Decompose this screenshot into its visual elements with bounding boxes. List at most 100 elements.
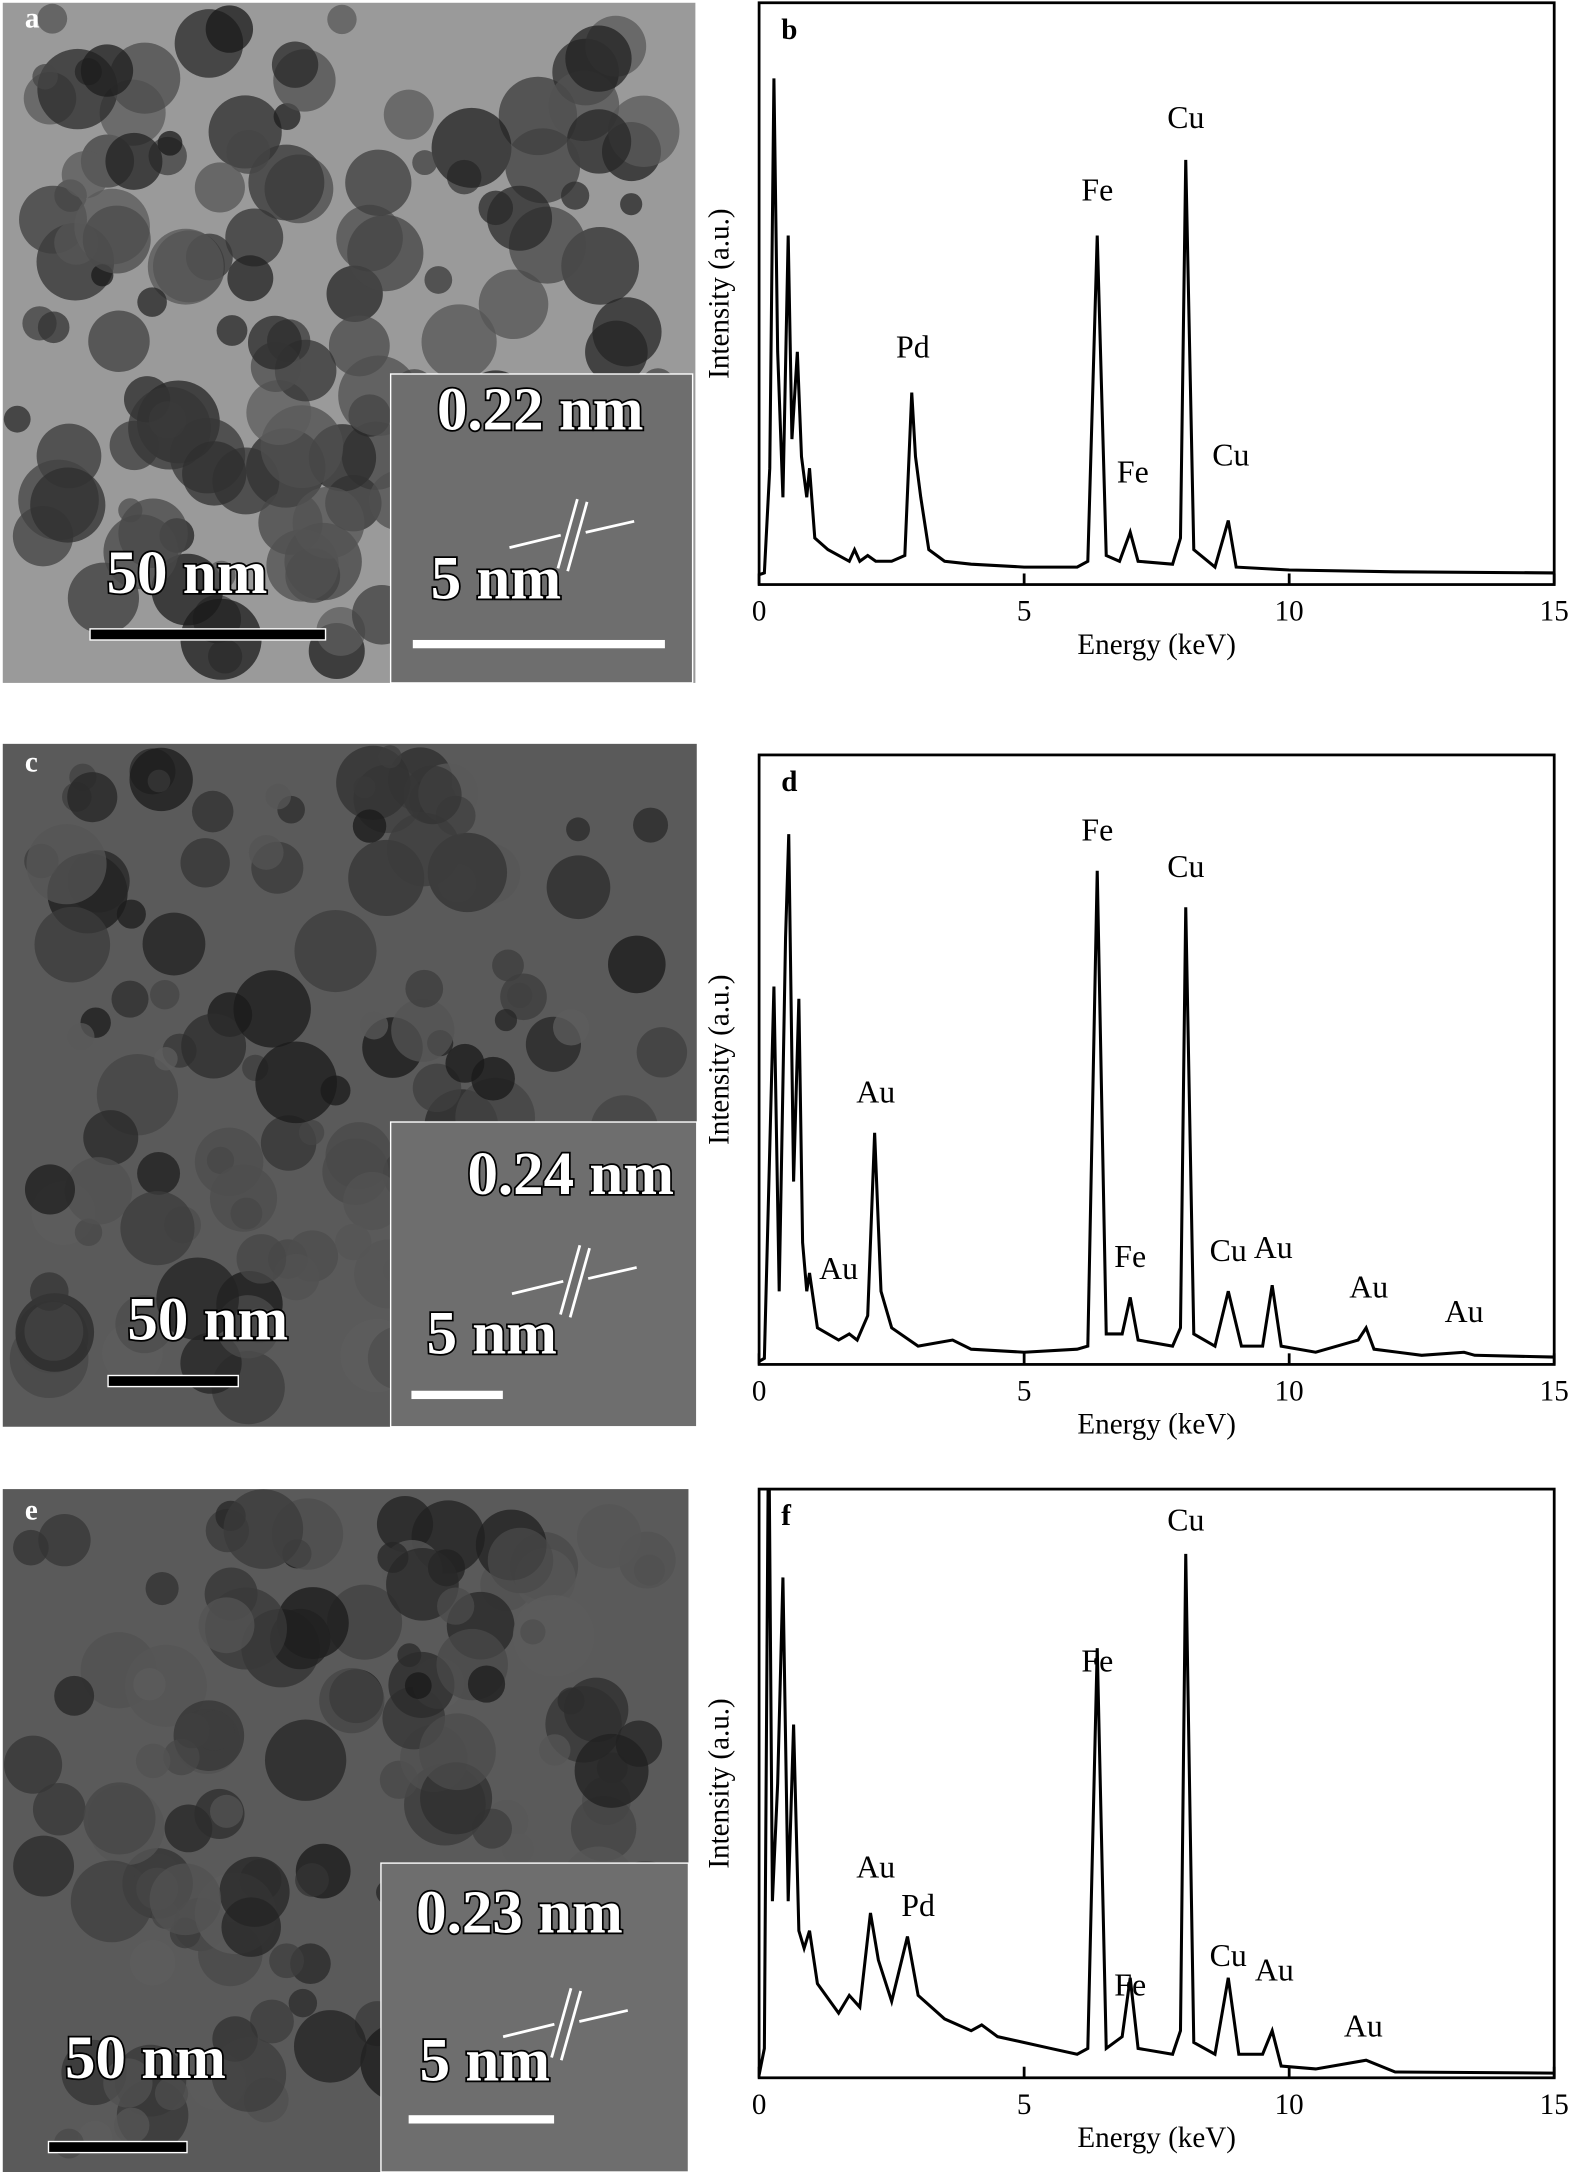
particle: [142, 912, 206, 976]
particle: [264, 1719, 347, 1801]
lattice-spacing: 0.22 nm: [437, 376, 644, 443]
particle: [226, 130, 271, 174]
x-tick-label: 0: [752, 1375, 767, 1407]
particle: [487, 185, 553, 251]
peak-label: Au: [1445, 1294, 1484, 1329]
particle: [552, 1009, 590, 1046]
particle: [82, 205, 151, 274]
inset-scale-bar: [411, 1390, 503, 1400]
particle: [198, 1597, 255, 1654]
particle: [421, 304, 497, 380]
particle: [412, 150, 438, 176]
peak-label: Cu: [1167, 100, 1204, 135]
particle: [147, 769, 171, 793]
particle: [563, 1677, 629, 1743]
plot-frame: [757, 1, 1556, 586]
particle: [156, 1257, 239, 1341]
particle: [383, 89, 434, 140]
particle: [565, 25, 632, 92]
x-tick-label: 15: [1540, 2089, 1569, 2121]
inset-scale-bar-label: 5 nm: [431, 545, 561, 612]
scale-bar: [89, 628, 327, 641]
particle: [377, 1541, 409, 1573]
particle: [30, 467, 106, 543]
particle: [327, 4, 357, 35]
particle: [209, 1794, 244, 1828]
particle: [298, 1119, 325, 1146]
particle: [137, 287, 167, 317]
particle: [539, 1734, 571, 1766]
particle: [566, 109, 632, 174]
peak-label: Fe: [1114, 1239, 1146, 1274]
particle: [26, 824, 107, 905]
particle: [32, 1782, 86, 1836]
x-tick-label: 15: [1540, 1375, 1569, 1407]
arrow: [509, 533, 562, 549]
x-axis-label: Energy (keV): [1077, 1409, 1236, 1441]
peak-label: Fe: [1081, 812, 1113, 847]
particle: [620, 193, 643, 216]
particle: [269, 1943, 305, 1979]
lattice-spacing: 0.24 nm: [467, 1141, 674, 1208]
particle: [608, 935, 666, 994]
particle: [376, 1495, 434, 1553]
scale-bar: [47, 2140, 188, 2154]
particle: [145, 1571, 179, 1606]
particle: [67, 1022, 95, 1051]
arrow: [502, 2022, 555, 2039]
particle: [207, 560, 236, 590]
inset-scale-bar-label: 5 nm: [420, 2028, 550, 2095]
particle: [294, 909, 377, 993]
particle: [265, 783, 291, 810]
peak-label: Cu: [1167, 1502, 1204, 1537]
particle: [216, 315, 248, 346]
panel-label: e: [25, 1495, 38, 1527]
peak-label: Au: [819, 1251, 858, 1286]
particle: [24, 1164, 76, 1215]
lattice-line: [568, 1247, 591, 1318]
particle: [205, 5, 254, 53]
spectrum-line: [759, 78, 1555, 577]
particle: [13, 1529, 49, 1566]
particle: [24, 1301, 84, 1361]
particle: [633, 1554, 665, 1586]
peak-label: Cu: [1210, 1938, 1247, 1973]
particle: [74, 1218, 103, 1246]
particle: [592, 297, 662, 367]
x-tick-label: 0: [752, 2089, 767, 2121]
y-axis-label: Intensity (a.u.): [704, 208, 736, 378]
particle: [129, 1939, 176, 1986]
particle: [111, 980, 149, 1018]
x-tick-label: 5: [1017, 596, 1032, 628]
particle: [561, 181, 590, 210]
particle: [38, 1513, 91, 1567]
particle: [467, 1665, 506, 1703]
peak-label: Fe: [1117, 455, 1149, 490]
particle: [292, 486, 365, 559]
particle: [378, 745, 402, 769]
x-tick-label: 5: [1017, 2089, 1032, 2121]
particle: [248, 144, 325, 221]
particle: [295, 1863, 329, 1897]
particle: [150, 979, 180, 1010]
particle: [500, 973, 547, 1021]
peak-label: Pd: [896, 330, 930, 365]
particle: [67, 772, 118, 823]
peak-label: Cu: [1212, 437, 1249, 472]
particle: [405, 969, 444, 1008]
lattice-line: [559, 1990, 583, 2061]
spectrum-line: [759, 1489, 1555, 2076]
x-tick-label: 0: [752, 596, 767, 628]
particle: [487, 1527, 554, 1594]
peak-label: Fe: [1081, 173, 1113, 208]
peak-label: Pd: [901, 1888, 935, 1923]
particle: [347, 215, 424, 292]
particle: [471, 1056, 515, 1101]
particle: [343, 1171, 402, 1231]
particle: [83, 1110, 139, 1166]
particle: [191, 790, 234, 833]
x-tick-label: 5: [1017, 1375, 1032, 1407]
particle: [3, 1735, 63, 1794]
particle: [353, 776, 376, 799]
